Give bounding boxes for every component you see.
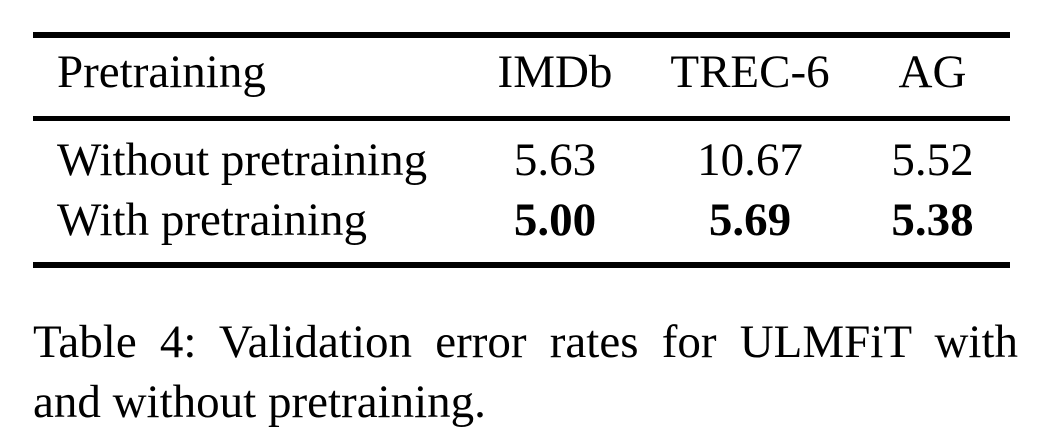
cell-imdb-without: 5.63	[513, 134, 597, 186]
column-header-pretraining: Pretraining	[33, 35, 465, 121]
cell-trec6-with: 5.69	[708, 194, 792, 246]
cell-ag-without: 5.52	[891, 134, 974, 186]
caption-line-1: Table 4: Validation error rates for ULMF…	[33, 316, 1018, 368]
table-header-row: Pretraining IMDb TREC-6 AG	[33, 35, 1010, 121]
caption-line-2: and without pretraining.	[33, 376, 486, 428]
column-header-trec6: TREC-6	[645, 35, 855, 121]
table-row-with-pretraining: With pretraining 5.00 5.69 5.38	[33, 190, 1010, 265]
table-row-without-pretraining: Without pretraining 5.63 10.67 5.52	[33, 119, 1010, 191]
cell-trec6-without: 10.67	[697, 134, 803, 186]
cell-ag-with: 5.38	[891, 194, 974, 246]
column-header-ag: AG	[855, 35, 1010, 121]
cell-imdb-with: 5.00	[513, 194, 597, 246]
table-caption: Table 4: Validation error rates for ULMF…	[33, 312, 1018, 432]
results-table: Pretraining IMDb TREC-6 AG Without pretr…	[33, 32, 1010, 268]
row-label: With pretraining	[57, 194, 368, 246]
column-header-imdb: IMDb	[465, 35, 645, 121]
row-label: Without pretraining	[57, 134, 428, 186]
